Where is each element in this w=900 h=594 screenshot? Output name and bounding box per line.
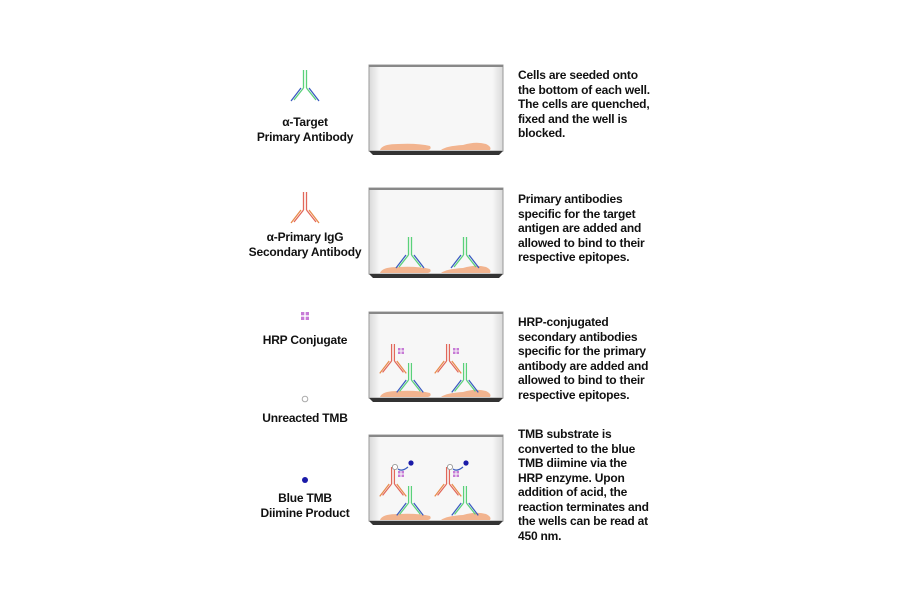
step-2-description: Primary antibodies specific for the targ… [518,192,668,265]
well-step-4 [368,434,504,526]
desc-line: The cells are quenched, [518,97,650,111]
label-line: HRP Conjugate [262,333,348,347]
desc-line: Cells are seeded onto [518,68,638,82]
label-line: Diimine Product [260,505,350,520]
desc-line: the wells can be read at [518,514,648,528]
label-line: Unreacted TMB [262,411,348,425]
desc-line: TMB diimine via the [518,456,627,470]
secondary-antibody-icon [290,192,320,230]
label-line: α-Target [282,115,328,129]
step-3-description: HRP-conjugated secondary antibodies spec… [518,315,668,402]
label-line: Primary Antibody [256,129,354,144]
desc-line: addition of acid, the [518,485,628,499]
well-step-2 [368,187,504,279]
desc-line: antigen are added and [518,221,642,235]
unreacted-tmb-icon [301,395,309,403]
label-line: α-Primary IgG [266,230,344,244]
legend-label-blue-tmb: Blue TMB Diimine Product [235,491,375,520]
desc-line: Primary antibodies [518,192,623,206]
tmb-conversion [391,460,469,471]
desc-line: fixed and the well is [518,111,628,126]
step-4-description: TMB substrate is converted to the blue T… [518,427,668,543]
well-step-1 [368,64,504,156]
desc-line: converted to the blue [518,441,636,456]
desc-line: HRP-conjugated [518,315,609,329]
desc-line: allowed to bind to their [518,235,645,250]
desc-line: blocked. [518,126,566,140]
step-1-description: Cells are seeded onto the bottom of each… [518,68,668,141]
legend-label-secondary-antibody: α-Primary IgG Secondary Antibody [235,230,375,259]
desc-line: respective epitopes. [518,387,630,402]
label-line: Blue TMB [278,491,332,505]
desc-line: 450 nm. [518,528,562,543]
desc-line: secondary antibodies [518,329,638,344]
legend-label-primary-antibody: α-Target Primary Antibody [235,115,375,144]
label-line: Secondary Antibody [248,244,362,259]
desc-line: specific for the primary [518,344,646,358]
well-step-3 [368,311,504,403]
legend-label-unreacted-tmb: Unreacted TMB [235,411,375,426]
primary-antibody-icon [290,70,320,108]
desc-line: the bottom of each well. [518,82,650,97]
desc-line: respective epitopes. [518,250,630,264]
desc-line: HRP enzyme. Upon [518,470,625,485]
desc-line: allowed to bind to their [518,373,645,387]
legend-label-hrp: HRP Conjugate [235,333,375,348]
blue-tmb-icon [302,477,308,483]
desc-line: TMB substrate is [518,427,612,441]
desc-line: specific for the target [518,206,636,221]
desc-line: antibody are added and [518,358,649,373]
hrp-conjugate-icon [301,312,309,320]
desc-line: reaction terminates and [518,499,649,514]
